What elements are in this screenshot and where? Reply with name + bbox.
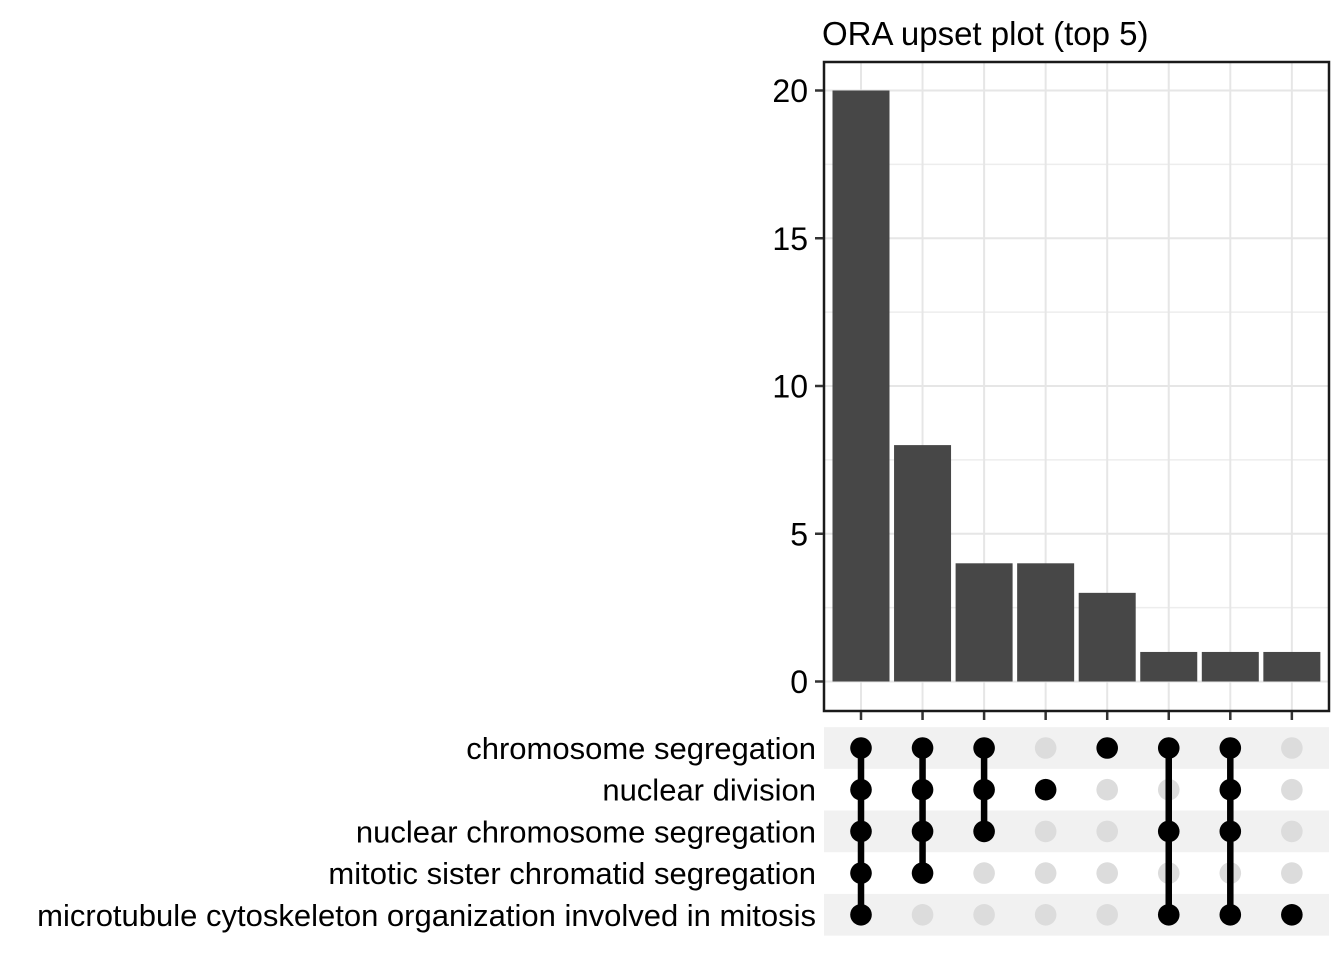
matrix-dot-inactive [1096,862,1118,884]
panel-border [822,60,1331,713]
y-axis-tick-label: 15 [772,221,808,257]
matrix-dot-active [1219,778,1242,801]
matrix-dot-active [850,904,872,926]
matrix-row-stripe [824,893,1329,936]
matrix-dot-active [911,820,934,843]
matrix-dot-inactive [973,904,995,926]
matrix-dot-inactive [1281,737,1303,759]
y-axis-tick-label: 5 [790,516,808,552]
matrix-dot-inactive [1034,904,1057,926]
intersection-size-bar [1140,651,1198,682]
matrix-dot-inactive [911,904,934,926]
intersection-size-bar [1263,651,1321,682]
matrix-dot-active [911,737,934,759]
matrix-dot-active [1096,737,1118,759]
intersection-size-bar [832,90,890,682]
set-label: chromosome segregation [466,731,816,766]
matrix-dot-inactive [1281,820,1303,843]
intersection-size-bar [955,563,1013,682]
matrix-dot-active [1219,904,1242,926]
intersection-size-panel: 0 5 10 15 20 [772,60,1331,720]
intersection-size-bar [1078,592,1136,682]
matrix-row-stripe [824,727,1329,769]
matrix-row-stripe [824,810,1329,853]
matrix-dot-inactive [1281,862,1303,884]
matrix-dot-active [911,778,934,801]
set-label: mitotic sister chromatid segregation [328,856,816,891]
matrix-dot-active [1219,737,1242,759]
matrix-dot-active [1219,820,1242,843]
chart-title: ORA upset plot (top 5) [822,15,1149,52]
matrix-dot-active [850,778,872,801]
matrix-dot-active [1157,904,1180,926]
intersection-size-bar [894,445,952,682]
matrix-dot-active [1281,904,1303,926]
set-label: microtubule cytoskeleton organization in… [37,898,816,933]
matrix-dot-inactive [1096,904,1118,926]
matrix-dot-active [850,862,872,884]
matrix-dot-active [973,737,995,759]
intersection-size-bar [1201,651,1259,682]
intersection-size-bar [1017,563,1075,682]
matrix-dot-inactive [1034,737,1057,759]
set-label: nuclear chromosome segregation [356,814,816,849]
matrix-dot-active [973,778,995,801]
matrix-dot-active [911,862,934,884]
matrix-dot-active [1157,737,1180,759]
matrix-dot-inactive [1034,862,1057,884]
y-axis-tick-label: 0 [790,664,808,700]
matrix-dot-active [1157,820,1180,843]
matrix-dot-active [850,737,872,759]
set-label: nuclear division [602,773,816,808]
y-axis-tick-label: 20 [772,73,808,109]
matrix-dot-inactive [973,862,995,884]
matrix-dot-active [973,820,995,843]
membership-matrix-panel: chromosome segregation nuclear division nu… [37,727,1329,936]
matrix-dot-inactive [1034,820,1057,843]
matrix-dot-inactive [1281,778,1303,801]
matrix-dot-active [850,820,872,843]
matrix-dot-inactive [1096,778,1118,801]
matrix-dot-active [1034,778,1057,801]
matrix-dot-inactive [1096,820,1118,843]
y-axis-tick-label: 10 [772,369,808,405]
